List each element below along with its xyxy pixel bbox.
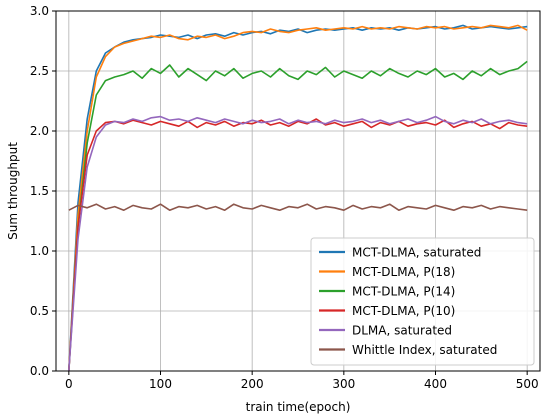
series-line-6 xyxy=(68,203,528,211)
x-tick-label: 0 xyxy=(65,377,73,391)
y-tick-label: 1.5 xyxy=(30,184,49,198)
legend-entry: Whittle Index, saturated xyxy=(352,343,497,357)
series-group xyxy=(68,24,528,372)
x-tick-label: 200 xyxy=(241,377,264,391)
y-tick-label: 3.0 xyxy=(30,4,49,18)
series-line-2 xyxy=(68,24,528,372)
legend-entry: DLMA, saturated xyxy=(352,324,452,338)
series-line-5 xyxy=(68,115,528,372)
legend-box xyxy=(310,237,535,366)
legend-entry: MCT-DLMA, saturated xyxy=(352,246,481,260)
axis-ticks: 0 100 200 300 400 500 0.0 0.5 1.0 1.5 2.0 2.5 3.0 xyxy=(30,4,539,391)
y-tick-label: 0.5 xyxy=(30,304,49,318)
series-line-4 xyxy=(68,118,528,372)
y-tick-label: 2.0 xyxy=(30,124,49,138)
x-tick-label: 100 xyxy=(149,377,172,391)
legend-entry: MCT-DLMA, P(14) xyxy=(352,285,455,299)
y-tick-label: 2.5 xyxy=(30,64,49,78)
legend-entry: MCT-DLMA, P(10) xyxy=(352,304,455,318)
y-tick-label: 0.0 xyxy=(30,364,49,378)
legend: MCT-DLMA, saturated MCT-DLMA, P(18) MCT-DL… xyxy=(310,237,535,366)
y-tick-label: 1.0 xyxy=(30,244,49,258)
x-axis-label: train time(epoch) xyxy=(246,400,351,414)
x-tick-label: 500 xyxy=(516,377,539,391)
series-line-3 xyxy=(68,60,528,372)
legend-entry: MCT-DLMA, P(18) xyxy=(352,265,455,279)
x-tick-label: 300 xyxy=(332,377,355,391)
x-tick-label: 400 xyxy=(424,377,447,391)
y-axis-label: Sum throughput xyxy=(6,142,20,240)
